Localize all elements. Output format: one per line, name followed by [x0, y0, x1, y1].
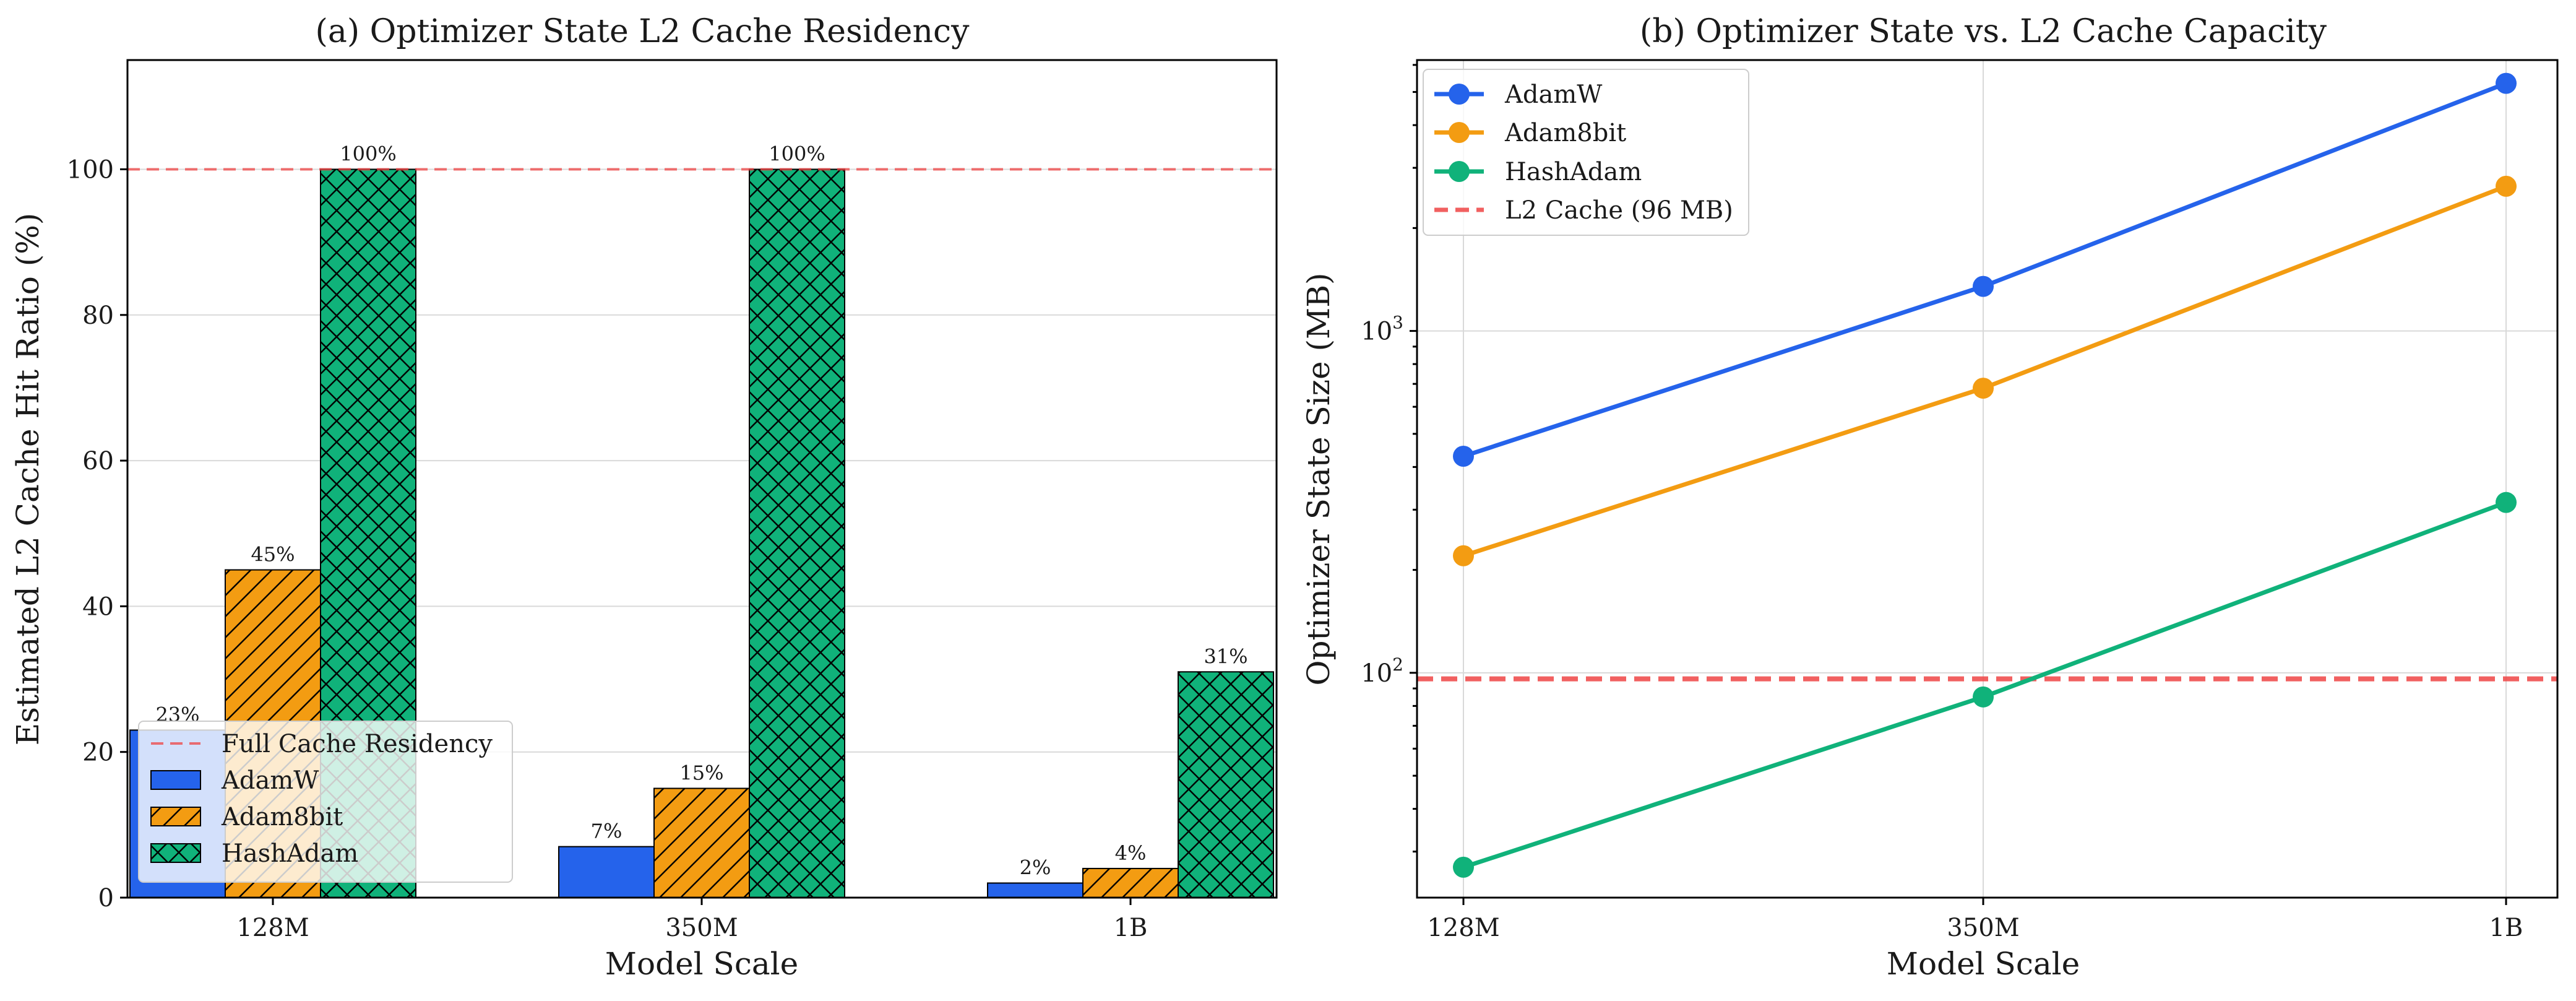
panel-a-y-tick-label: 80 — [82, 301, 114, 330]
bar-hatch-hashadam-1b — [1178, 672, 1273, 898]
legend-label-adamw: AdamW — [221, 766, 319, 795]
panel-b-y-tick-label: 103 — [1361, 313, 1403, 346]
panel-a-bar-chart: (a) Optimizer State L2 Cache Residency 2… — [10, 13, 1278, 982]
data-label-adamw-1b: 2% — [1020, 856, 1051, 879]
panel-a-title: (a) Optimizer State L2 Cache Residency — [316, 13, 970, 50]
legend-marker-adam8bit — [1449, 122, 1470, 143]
legend-swatch-adamw — [150, 770, 201, 790]
series-line-hashadam — [1462, 500, 2507, 870]
point-hashadam-1b — [2496, 492, 2517, 513]
bar-hatch-adam8bit-1b — [1083, 868, 1178, 898]
point-adam8bit-128m — [1453, 545, 1474, 566]
data-label-hashadam-128m: 100% — [340, 142, 396, 165]
panel-b-x-tick-label: 350M — [1947, 914, 2019, 942]
bar-adamw-350m — [558, 846, 655, 898]
panel-a-y-tick-label: 20 — [82, 739, 114, 767]
panel-a-x-ticks: 128M 350M 1B — [236, 898, 1147, 942]
point-hashadam-128m — [1453, 856, 1474, 878]
panel-a-x-tick-label: 128M — [236, 914, 309, 942]
panel-b-y-ticks: 102 103 — [1361, 64, 1417, 853]
bar-adamw-1b — [987, 882, 1083, 899]
panel-b-y-axis-label: Optimizer State Size (MB) — [1301, 273, 1337, 686]
legend-swatch-hashadam-hatch — [151, 844, 200, 862]
panel-a-data-labels: 23%7%2%45%15%4%100% 100%31% — [155, 142, 1247, 879]
panel-a-y-axis-label: Estimated L2 Cache Hit Ratio (%) — [10, 213, 46, 746]
panel-a-legend: Full Cache Residency AdamW Adam8bit Hash… — [138, 721, 513, 883]
panel-a-y-tick-label: 40 — [82, 592, 114, 621]
panel-a-y-tick-label: 0 — [98, 884, 114, 912]
panel-b-title: (b) Optimizer State vs. L2 Cache Capacit… — [1640, 13, 2327, 50]
legend-label-adam8bit-line: Adam8bit — [1504, 119, 1626, 147]
data-label-adam8bit-1b: 4% — [1115, 841, 1147, 865]
bar-hatch-hashadam-350m — [749, 169, 845, 898]
panel-b-x-tick-label: 1B — [2489, 914, 2523, 942]
point-adam8bit-1b — [2496, 175, 2517, 197]
point-hashadam-350m — [1973, 686, 1994, 708]
series-line-adam8bit — [1462, 184, 2507, 558]
panel-a-y-tick-label: 100 — [67, 155, 114, 184]
data-label-adamw-350m: 7% — [591, 820, 622, 843]
point-adamw-128m — [1453, 446, 1474, 467]
data-label-adam8bit-350m: 15% — [679, 761, 723, 785]
panel-b-x-axis-label: Model Scale — [1887, 946, 2080, 982]
data-label-hashadam-350m: 100% — [769, 142, 825, 165]
legend-swatch-adam8bit-hatch — [151, 807, 200, 826]
point-adamw-350m — [1973, 275, 1994, 297]
bar-hatch-adam8bit-350m — [654, 788, 749, 898]
panel-b-y-tick-label: 102 — [1361, 654, 1403, 688]
legend-marker-hashadam — [1449, 161, 1470, 182]
point-adamw-1b — [2496, 72, 2517, 94]
data-label-adam8bit-128m: 45% — [251, 543, 295, 566]
point-adam8bit-350m — [1973, 378, 1994, 399]
panel-b-x-ticks: 128M 350M 1B — [1427, 898, 2523, 942]
panel-b-line-chart: (b) Optimizer State vs. L2 Cache Capacit… — [1301, 13, 2559, 982]
legend-label-adam8bit: Adam8bit — [221, 803, 343, 831]
panel-a-y-ticks: 0 20 40 60 80 100 — [67, 155, 127, 912]
legend-label-hashadam: HashAdam — [222, 839, 358, 868]
panel-a-x-tick-label: 350M — [665, 914, 738, 942]
panel-a-y-tick-label: 60 — [82, 447, 114, 475]
panel-b-axes-frame — [1416, 59, 2559, 899]
legend-label-l2-cache: L2 Cache (96 MB) — [1505, 196, 1733, 225]
legend-label-full-cache: Full Cache Residency — [222, 730, 493, 758]
data-label-hashadam-1b: 31% — [1204, 644, 1247, 668]
legend-label-hashadam-line: HashAdam — [1505, 158, 1642, 186]
panel-b-x-tick-label: 128M — [1427, 914, 1499, 942]
panel-b-legend: AdamW Adam8bit HashAdam L2 Cache (96 MB) — [1423, 69, 1749, 236]
panel-b-series — [1453, 72, 2517, 878]
legend-label-adamw-line: AdamW — [1504, 80, 1602, 109]
panel-a-x-axis-label: Model Scale — [605, 946, 798, 982]
legend-marker-adamw — [1449, 84, 1470, 105]
panel-a-x-tick-label: 1B — [1114, 914, 1148, 942]
